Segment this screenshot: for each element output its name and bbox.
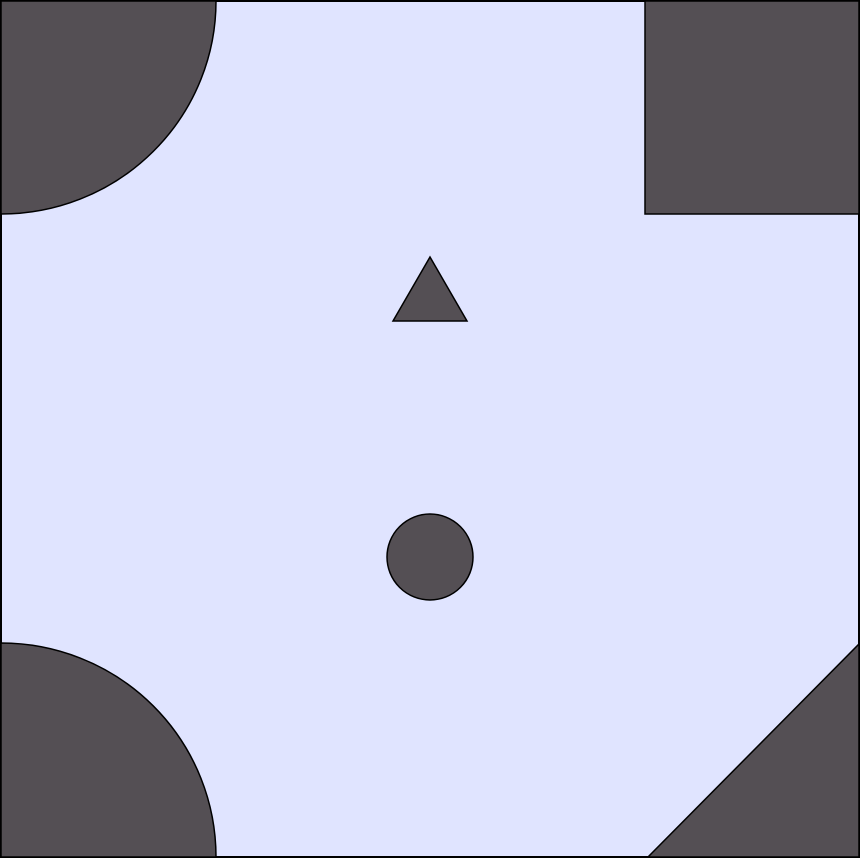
top-right-square-obstacle [644,0,860,215]
circle-piece[interactable] [386,513,474,601]
triangle-piece[interactable] [391,255,469,322]
bottom-right-triangle-obstacle [646,642,860,858]
bottom-left-quarter-circle-obstacle [0,642,217,858]
top-left-quarter-circle-obstacle [0,0,217,215]
